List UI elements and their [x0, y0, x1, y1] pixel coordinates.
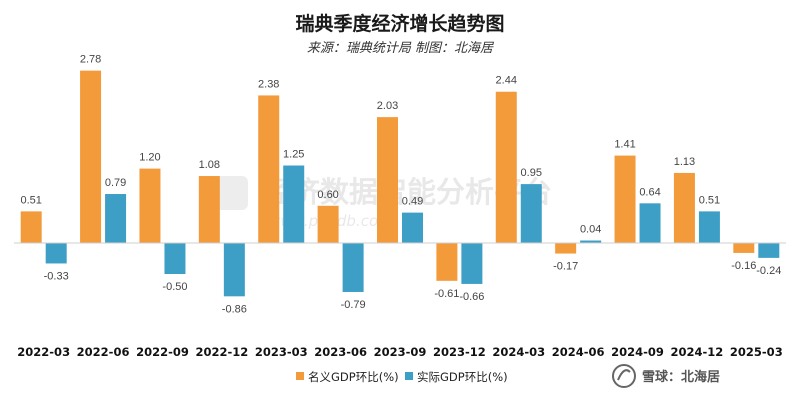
legend: 名义GDP环比(%) 实际GDP环比(%): [296, 370, 508, 384]
chart-title: 瑞典季度经济增长趋势图: [295, 12, 504, 35]
nominal-gdp-bar: [436, 243, 458, 281]
real-gdp-value-label: 0.95: [521, 167, 542, 179]
real-gdp-value-label: -0.86: [222, 303, 247, 315]
watermark-corner-text: 雪球：北海居: [642, 369, 720, 385]
x-tick-label: 2023-03: [255, 345, 308, 359]
real-gdp-bar: [461, 243, 483, 284]
bars-layer: [20, 70, 780, 297]
real-gdp-bar: [283, 165, 305, 243]
nominal-gdp-value-label: 1.13: [674, 156, 695, 168]
real-legend-swatch: [405, 372, 413, 380]
x-tick-label: 2025-03: [730, 345, 783, 359]
nominal-gdp-value-label: 2.44: [496, 75, 517, 87]
nominal-gdp-value-label: -0.61: [434, 288, 459, 300]
nominal-gdp-bar: [555, 243, 577, 254]
x-axis-ticks: 2022-03 2022-06 2022-09 2022-12 2023-03 2023-…: [17, 345, 782, 359]
nominal-gdp-bar: [614, 155, 636, 243]
nominal-gdp-bar: [20, 211, 42, 243]
nominal-gdp-value-label: 1.41: [614, 139, 635, 151]
x-tick-label: 2022-12: [195, 345, 248, 359]
nominal-gdp-value-label: 1.20: [139, 152, 160, 164]
nominal-gdp-value-label: -0.17: [553, 261, 578, 273]
nominal-gdp-bar: [139, 168, 161, 243]
real-gdp-bar: [402, 212, 423, 243]
nominal-gdp-bar: [495, 91, 517, 243]
nominal-gdp-value-label: 0.51: [20, 194, 41, 206]
real-gdp-value-label: -0.33: [44, 270, 69, 282]
nominal-gdp-bar: [317, 205, 339, 243]
nominal-gdp-value-label: 0.60: [317, 189, 338, 201]
nominal-gdp-bar: [377, 117, 398, 243]
real-gdp-bar: [105, 194, 127, 243]
nominal-gdp-bar: [198, 176, 220, 243]
real-gdp-bar: [45, 243, 67, 264]
labels-layer: 0.51 -0.33 2.78 0.79 1.20 -0.50 1.08 -0.86 2.38 1…: [20, 54, 781, 316]
corner-watermark: 雪球：北海居: [612, 364, 720, 388]
real-gdp-bar: [520, 184, 542, 243]
x-tick-label: 2024-12: [671, 345, 724, 359]
nominal-gdp-bar: [80, 70, 102, 243]
nominal-gdp-value-label: 2.03: [377, 100, 398, 112]
chart-subtitle: 来源：瑞典统计局 制图：北海居: [307, 41, 495, 56]
x-tick-label: 2022-09: [136, 345, 189, 359]
nominal-gdp-value-label: 2.78: [80, 54, 101, 66]
real-gdp-value-label: 1.25: [283, 149, 304, 161]
nominal-legend-label: 名义GDP环比(%): [308, 370, 399, 384]
nominal-gdp-value-label: 1.08: [199, 159, 220, 171]
real-gdp-bar: [164, 243, 186, 274]
nominal-gdp-value-label: 2.38: [258, 78, 279, 90]
real-gdp-value-label: -0.24: [756, 265, 781, 277]
x-tick-label: 2022-03: [17, 345, 70, 359]
real-gdp-value-label: 0.51: [699, 194, 720, 206]
real-legend-label: 实际GDP环比(%): [417, 370, 508, 384]
x-tick-label: 2024-06: [552, 345, 605, 359]
x-tick-label: 2023-06: [314, 345, 367, 359]
real-gdp-bar: [758, 243, 780, 258]
real-gdp-value-label: -0.66: [459, 291, 484, 303]
real-gdp-bar: [580, 240, 602, 243]
x-tick-label: 2024-03: [492, 345, 545, 359]
snowball-logo-mark: [617, 369, 631, 381]
snowball-logo-icon: [612, 364, 636, 388]
nominal-legend-swatch: [296, 372, 304, 380]
real-gdp-bar: [223, 243, 245, 297]
real-gdp-value-label: 0.64: [639, 186, 660, 198]
real-gdp-value-label: 0.79: [105, 177, 126, 189]
real-gdp-bar: [698, 211, 720, 243]
x-tick-label: 2024-09: [611, 345, 664, 359]
x-tick-label: 2022-06: [77, 345, 130, 359]
nominal-gdp-bar: [673, 172, 695, 243]
real-gdp-value-label: -0.50: [162, 281, 187, 293]
nominal-gdp-value-label: -0.16: [731, 260, 756, 272]
real-gdp-value-label: 0.04: [580, 224, 601, 236]
x-tick-label: 2023-09: [374, 345, 427, 359]
real-gdp-bar: [639, 203, 661, 243]
real-gdp-bar: [342, 243, 364, 292]
real-gdp-value-label: 0.49: [402, 196, 423, 208]
nominal-gdp-bar: [258, 95, 280, 243]
nominal-gdp-bar: [733, 243, 755, 253]
x-tick-label: 2023-12: [433, 345, 486, 359]
real-gdp-value-label: -0.79: [341, 299, 366, 311]
